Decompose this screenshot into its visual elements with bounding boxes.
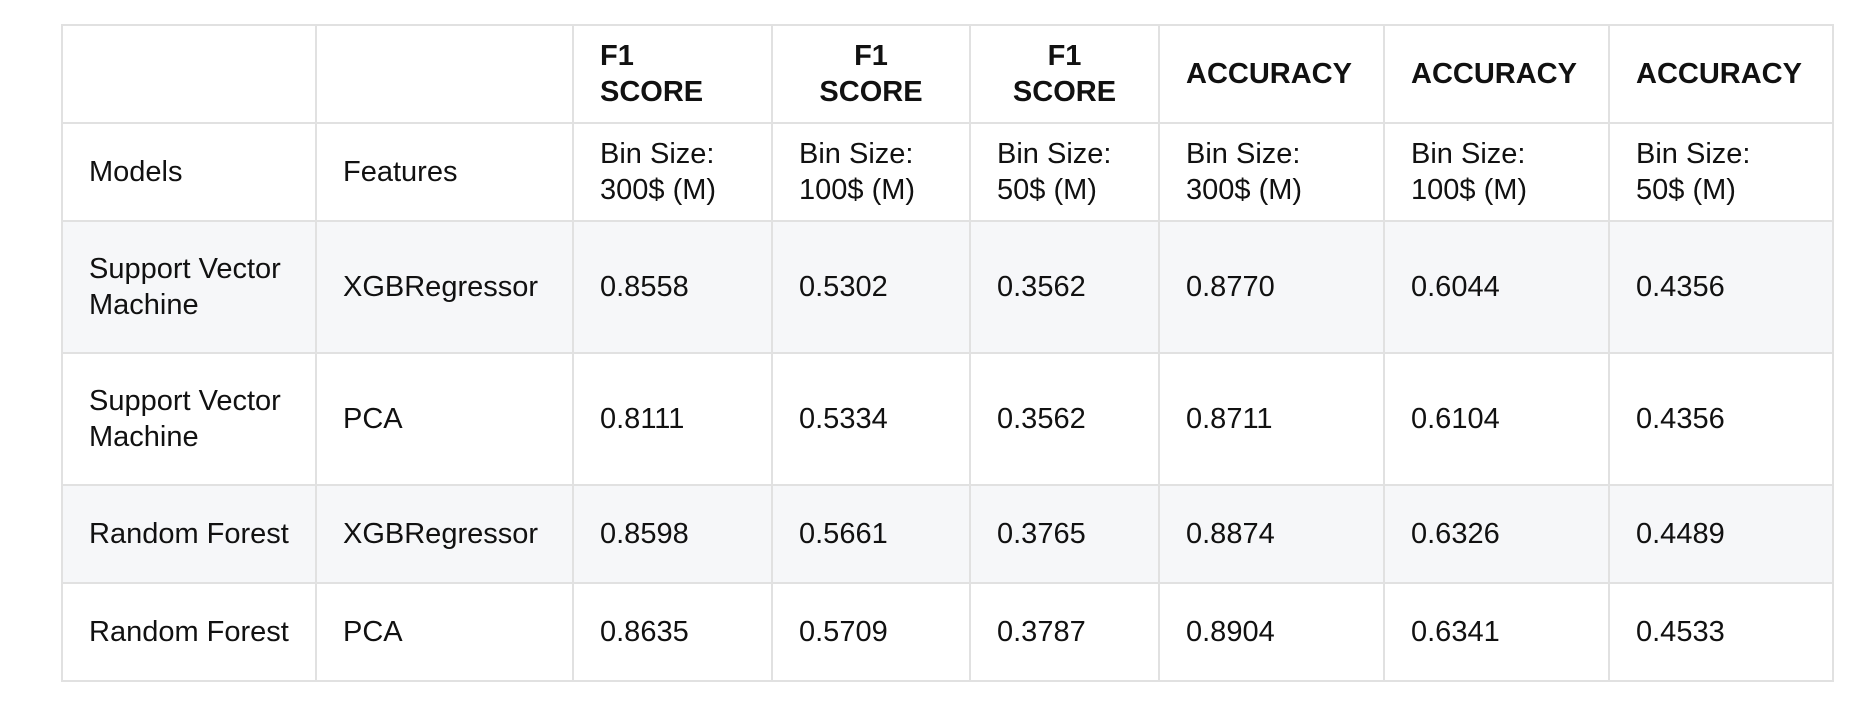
- value-cell: 0.8635: [572, 582, 773, 682]
- subheader-cell: Bin Size: 50$ (M): [1608, 122, 1834, 222]
- model-cell: Support Vector Machine: [61, 220, 317, 354]
- value-cell: 0.4356: [1608, 220, 1834, 354]
- value-cell: 0.8598: [572, 484, 773, 584]
- value-cell: 0.3562: [969, 220, 1160, 354]
- header-cell-f1-100: F1 SCORE: [771, 24, 971, 124]
- header-cell-accuracy-300: ACCURACY: [1158, 24, 1385, 124]
- value-cell: 0.4356: [1608, 352, 1834, 486]
- value-cell: 0.6104: [1383, 352, 1610, 486]
- model-cell: Random Forest: [61, 484, 317, 584]
- feature-cell: XGBRegressor: [315, 220, 574, 354]
- value-cell: 0.6326: [1383, 484, 1610, 584]
- header-cell-features: [315, 24, 574, 124]
- subheader-cell: Models: [61, 122, 317, 222]
- table-row: Random Forest PCA 0.8635 0.5709 0.3787 0…: [61, 582, 1834, 682]
- value-cell: 0.5302: [771, 220, 971, 354]
- feature-cell: XGBRegressor: [315, 484, 574, 584]
- value-cell: 0.8111: [572, 352, 773, 486]
- table-subheader-row: Models Features Bin Size: 300$ (M) Bin S…: [61, 122, 1834, 222]
- table-row: Support Vector Machine PCA 0.8111 0.5334…: [61, 352, 1834, 486]
- table-row: Random Forest XGBRegressor 0.8598 0.5661…: [61, 484, 1834, 584]
- value-cell: 0.8711: [1158, 352, 1385, 486]
- table-row: Support Vector Machine XGBRegressor 0.85…: [61, 220, 1834, 354]
- value-cell: 0.6341: [1383, 582, 1610, 682]
- value-cell: 0.3562: [969, 352, 1160, 486]
- value-cell: 0.8904: [1158, 582, 1385, 682]
- subheader-cell: Bin Size: 50$ (M): [969, 122, 1160, 222]
- value-cell: 0.3765: [969, 484, 1160, 584]
- value-cell: 0.5661: [771, 484, 971, 584]
- value-cell: 0.3787: [969, 582, 1160, 682]
- results-table-container: F1 SCORE F1 SCORE F1 SCORE ACCURACY ACCU…: [61, 24, 1834, 682]
- header-cell-accuracy-100: ACCURACY: [1383, 24, 1610, 124]
- feature-cell: PCA: [315, 352, 574, 486]
- header-cell-models: [61, 24, 317, 124]
- header-cell-accuracy-50: ACCURACY: [1608, 24, 1834, 124]
- subheader-cell: Bin Size: 100$ (M): [771, 122, 971, 222]
- value-cell: 0.4489: [1608, 484, 1834, 584]
- value-cell: 0.8770: [1158, 220, 1385, 354]
- value-cell: 0.5334: [771, 352, 971, 486]
- model-cell: Random Forest: [61, 582, 317, 682]
- value-cell: 0.4533: [1608, 582, 1834, 682]
- header-cell-f1-300: F1 SCORE: [572, 24, 773, 124]
- subheader-cell: Bin Size: 100$ (M): [1383, 122, 1610, 222]
- value-cell: 0.8558: [572, 220, 773, 354]
- subheader-cell: Features: [315, 122, 574, 222]
- results-table: F1 SCORE F1 SCORE F1 SCORE ACCURACY ACCU…: [61, 24, 1834, 682]
- header-cell-f1-50: F1 SCORE: [969, 24, 1160, 124]
- feature-cell: PCA: [315, 582, 574, 682]
- model-cell: Support Vector Machine: [61, 352, 317, 486]
- value-cell: 0.6044: [1383, 220, 1610, 354]
- value-cell: 0.8874: [1158, 484, 1385, 584]
- subheader-cell: Bin Size: 300$ (M): [572, 122, 773, 222]
- table-header-row: F1 SCORE F1 SCORE F1 SCORE ACCURACY ACCU…: [61, 24, 1834, 124]
- subheader-cell: Bin Size: 300$ (M): [1158, 122, 1385, 222]
- value-cell: 0.5709: [771, 582, 971, 682]
